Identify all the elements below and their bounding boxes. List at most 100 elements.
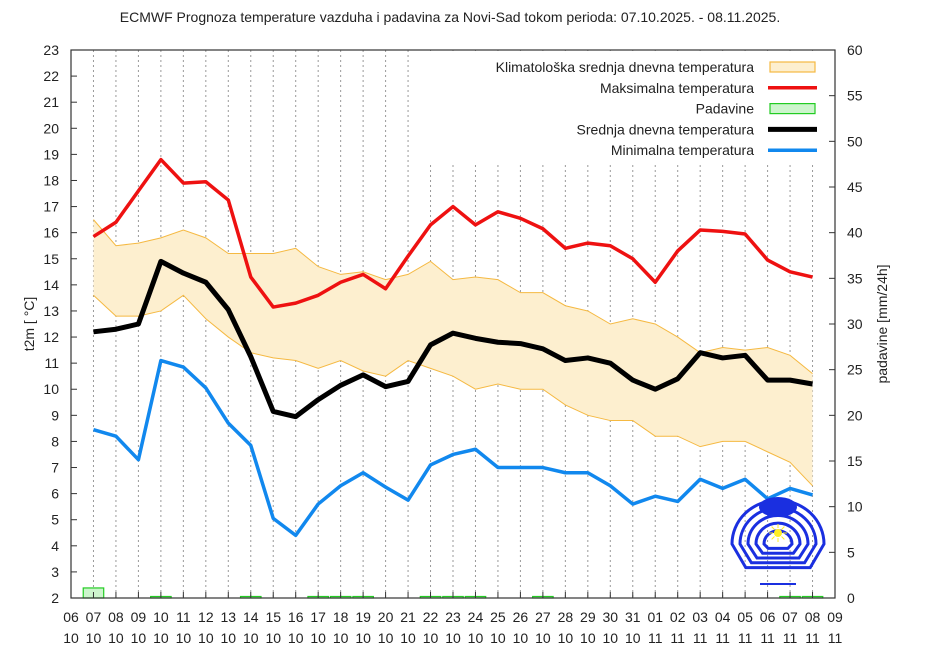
x-tick-label-month: 11 [648,630,663,646]
x-tick-label-month: 10 [490,630,506,646]
axes: 0610071008100910101011101210131014101510… [43,42,862,646]
x-tick-label-month: 10 [131,630,147,646]
x-tick-label-day: 19 [355,609,371,625]
rhmz-logo [730,497,826,585]
climate-band-area [93,219,813,486]
x-tick-label-month: 10 [625,630,641,646]
logo-sun-ray [781,526,785,530]
y-tick-label: 4 [51,538,59,554]
x-tick-label-day: 07 [86,609,102,625]
y-tick-label: 15 [43,251,59,267]
legend-label-mean: Srednja dnevna temperatura [577,121,755,137]
x-tick-label-day: 05 [737,609,753,625]
x-tick-label-day: 13 [221,609,237,625]
y2-tick-label: 35 [847,270,863,286]
y-tick-label: 9 [51,407,59,423]
x-tick-label-day: 10 [153,609,169,625]
x-tick-label-month: 10 [333,630,349,646]
y-tick-label: 21 [43,94,59,110]
y2-axis-label: padavine [mm/24h] [874,264,890,383]
logo-sun-ray [781,536,785,540]
x-tick-label-month: 11 [738,630,753,646]
y-tick-label: 12 [43,329,59,345]
x-tick-label-day: 09 [827,609,843,625]
x-tick-label-month: 10 [86,630,102,646]
y2-tick-label: 55 [847,88,863,104]
x-tick-label-day: 26 [513,609,529,625]
x-tick-label-day: 21 [400,609,416,625]
climate-band [93,219,813,487]
y2-tick-label: 20 [847,407,863,423]
x-tick-label-day: 17 [310,609,326,625]
legend-label-max: Maksimalna temperatura [600,80,754,96]
x-tick-label-day: 16 [288,609,304,625]
x-tick-label-month: 10 [603,630,619,646]
x-tick-label-day: 30 [603,609,619,625]
y2-tick-label: 30 [847,316,863,332]
logo-sun [774,529,782,537]
x-tick-label-day: 04 [715,609,731,625]
x-tick-label-month: 10 [400,630,416,646]
y-tick-label: 10 [43,381,59,397]
y2-tick-label: 15 [847,453,863,469]
y-tick-label: 7 [51,460,59,476]
x-tick-label-month: 10 [355,630,371,646]
logo-sun-ray [771,526,775,530]
x-tick-label-day: 06 [63,609,79,625]
x-tick-label-day: 11 [176,609,191,625]
y2-tick-label: 45 [847,179,863,195]
legend-label-band: Klimatološka srednja dnevna temperatura [496,59,755,75]
y-tick-label: 6 [51,486,59,502]
y-tick-label: 13 [43,303,59,319]
y-tick-label: 20 [43,120,59,136]
x-tick-label-day: 09 [131,609,147,625]
x-tick-label-month: 10 [243,630,259,646]
y-tick-label: 18 [43,172,59,188]
x-tick-label-month: 11 [805,630,820,646]
y-tick-label: 2 [51,590,59,606]
climate-band-lower [93,294,813,487]
x-tick-label-month: 10 [153,630,169,646]
x-tick-label-day: 06 [760,609,776,625]
x-tick-label-month: 11 [828,630,843,646]
x-tick-label-month: 10 [176,630,192,646]
x-tick-label-day: 24 [468,609,484,625]
x-tick-label-day: 22 [423,609,439,625]
y2-tick-label: 60 [847,42,863,58]
y-tick-label: 14 [43,277,59,293]
legend-box [420,51,834,163]
x-tick-label-month: 10 [63,630,79,646]
y-tick-label: 5 [51,512,59,528]
y-tick-label: 22 [43,68,59,84]
x-tick-label-day: 28 [558,609,574,625]
x-tick-label-day: 25 [490,609,506,625]
x-tick-label-day: 03 [692,609,708,625]
x-tick-label-month: 10 [513,630,529,646]
x-tick-label-month: 10 [265,630,281,646]
x-tick-label-day: 27 [535,609,551,625]
y-tick-label: 19 [43,146,59,162]
y-tick-label: 11 [44,355,59,371]
x-tick-label-month: 10 [310,630,326,646]
chart-title: ECMWF Prognoza temperature vazduha i pad… [120,9,780,25]
y-tick-label: 8 [51,433,59,449]
x-tick-label-day: 29 [580,609,596,625]
y-tick-label: 3 [51,564,59,580]
x-tick-label-day: 20 [378,609,394,625]
x-tick-label-month: 10 [221,630,237,646]
legend-swatch-precip [769,102,816,115]
x-tick-label-month: 10 [558,630,574,646]
x-tick-label-month: 10 [288,630,304,646]
y2-tick-label: 50 [847,133,863,149]
logo-ring [754,521,802,555]
x-tick-label-month: 10 [378,630,394,646]
x-tick-label-month: 11 [783,630,798,646]
x-tick-label-month: 10 [535,630,551,646]
legend: Klimatološka srednja dnevna temperatura M… [496,59,817,158]
y2-tick-label: 40 [847,225,863,241]
x-tick-label-day: 14 [243,609,259,625]
x-tick-label-month: 10 [468,630,484,646]
x-tick-label-day: 15 [265,609,281,625]
x-tick-label-month: 10 [108,630,124,646]
y-tick-label: 16 [43,225,59,241]
